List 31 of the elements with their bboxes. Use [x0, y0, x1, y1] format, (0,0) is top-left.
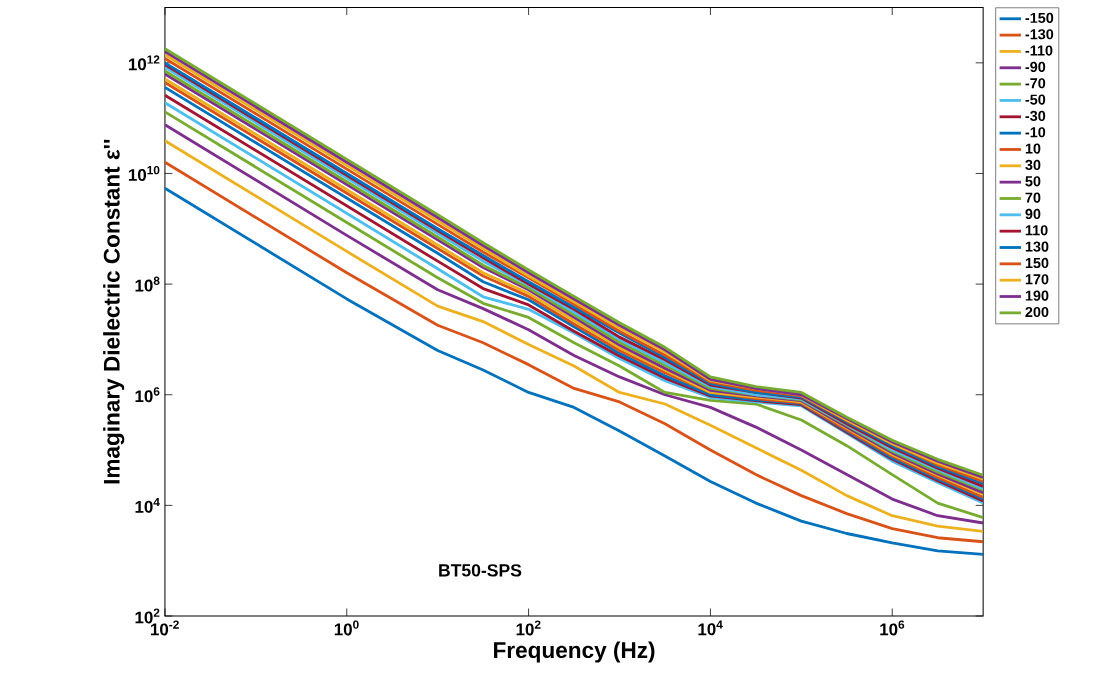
x-axis-title: Frequency (Hz)	[494, 641, 655, 663]
legend-label: 170	[1025, 274, 1049, 285]
legend-label: -150	[1025, 12, 1054, 24]
x-tick-label: 10$^{6}$	[880, 620, 905, 636]
legend-label: 150	[1025, 257, 1049, 269]
legend-label: 30	[1025, 159, 1041, 171]
legend-label: -50	[1025, 94, 1046, 105]
y-axis-title: Imaginary Dielectric Constant ε''	[103, 139, 125, 484]
y-tick-label: 10$^{8}$	[135, 276, 160, 292]
legend-label: 190	[1025, 290, 1049, 301]
legend-label: 130	[1025, 241, 1049, 252]
legend-label: 200	[1025, 306, 1049, 318]
legend-label: -90	[1025, 61, 1046, 73]
x-tick-label: 10$^{4}$	[698, 620, 723, 636]
x-tick-label: 10$^{2}$	[516, 620, 541, 636]
legend-label: 110	[1025, 225, 1048, 236]
legend-label: 90	[1025, 208, 1041, 220]
legend-label: 10	[1025, 143, 1041, 154]
annotation: BT50-SPS	[439, 564, 522, 577]
y-tick-label: 10$^{4}$	[135, 497, 160, 513]
y-tick-label: 10$^{10}$	[128, 166, 160, 181]
legend-label: 50	[1025, 176, 1041, 187]
legend-label: -30	[1025, 110, 1046, 122]
y-tick-label: 10$^{12}$	[128, 55, 160, 71]
legend-label: -110	[1025, 45, 1053, 56]
y-tick-label: 10$^{6}$	[135, 387, 160, 403]
legend-label: 70	[1025, 192, 1041, 203]
legend-label: -10	[1025, 127, 1046, 138]
legend-label: -130	[1025, 29, 1054, 40]
legend-label: -70	[1025, 78, 1046, 89]
x-tick-label: 10$^{0}$	[334, 620, 359, 636]
